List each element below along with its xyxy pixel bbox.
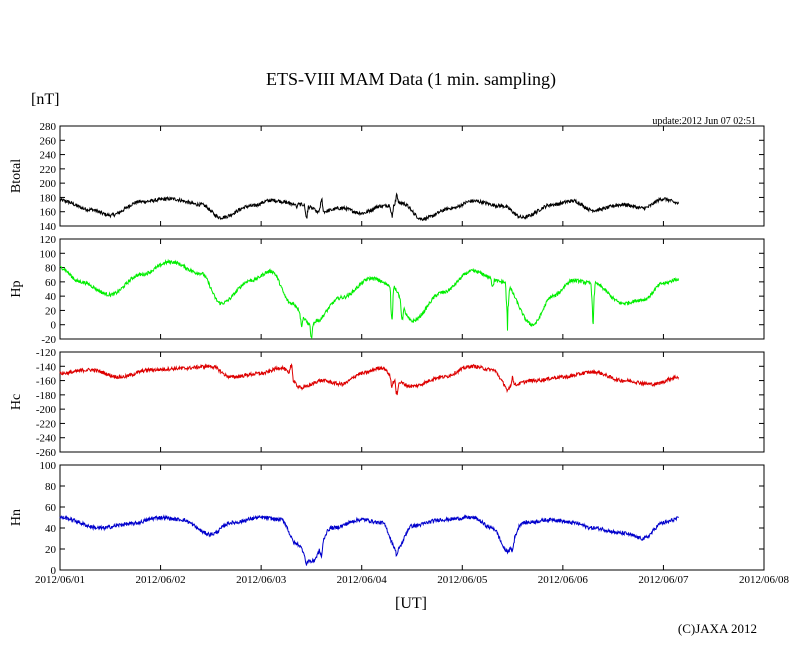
y-tick-label: -220 — [36, 418, 57, 430]
panel-frame-hp — [59, 238, 765, 340]
x-tick-label: 2012/06/03 — [236, 574, 287, 586]
series-line-btotal — [59, 192, 679, 222]
y-tick-label: 60 — [45, 277, 57, 289]
chart-title: ETS-VIII MAM Data (1 min. sampling) — [266, 69, 556, 90]
y-tick-label: 160 — [40, 207, 57, 219]
y-tick-label: 60 — [45, 502, 57, 514]
series-line-hn — [59, 514, 679, 566]
y-tick-label: 260 — [40, 135, 57, 147]
y-tick-label: -180 — [36, 390, 57, 402]
y-tick-label: -200 — [36, 404, 57, 416]
y-tick-label: 140 — [40, 221, 57, 233]
copyright-label: (C)JAXA 2012 — [678, 621, 757, 636]
y-tick-label: 180 — [40, 192, 57, 204]
panel-label-hn: Hn — [9, 509, 24, 526]
panel-frame-hc — [59, 351, 765, 453]
panel-label-hp: Hp — [9, 280, 24, 297]
panel-label-btotal: Btotal — [9, 159, 24, 193]
x-tick-label: 2012/06/07 — [638, 574, 689, 586]
series-line-hc — [59, 362, 679, 396]
y-tick-label: -260 — [36, 447, 57, 459]
x-tick-label: 2012/06/02 — [136, 574, 186, 586]
y-tick-label: 80 — [45, 263, 57, 275]
panel-frame-btotal — [59, 125, 765, 227]
y-tick-label: 80 — [45, 481, 57, 493]
y-tick-label: 200 — [40, 178, 57, 190]
panel-btotal: 140 160 180 200 220 240 260 280 Btotal — [9, 121, 765, 233]
x-tick-label: 2012/06/01 — [35, 574, 85, 586]
y-tick-label: 100 — [40, 460, 57, 472]
y-tick-label: 40 — [45, 523, 57, 535]
y-tick-label: 220 — [40, 164, 57, 176]
y-tick-label: 280 — [40, 121, 57, 133]
panel-hn: 0 20 40 60 80 100 Hn — [9, 460, 765, 577]
panel-label-hc: Hc — [9, 394, 24, 410]
y-tick-label: 240 — [40, 150, 57, 162]
unit-label: [nT] — [31, 91, 59, 108]
y-tick-label: -120 — [36, 347, 57, 359]
x-axis-label: [UT] — [395, 595, 427, 612]
x-tick-label: 2012/06/04 — [337, 574, 388, 586]
y-tick-label: -140 — [36, 361, 57, 373]
y-tick-label: 0 — [51, 320, 57, 332]
y-tick-label: 40 — [45, 291, 57, 303]
y-tick-label: -20 — [41, 334, 56, 346]
y-tick-label: -160 — [36, 376, 57, 388]
x-tick-label: 2012/06/08 — [739, 574, 790, 586]
panels-group: 140160180200220240260280Btotal-200204060… — [9, 121, 765, 577]
x-tick-label: 2012/06/05 — [437, 574, 488, 586]
y-tick-label: 20 — [45, 305, 57, 317]
panel-hp: -20 0 20 40 60 80 100 120 Hp — [9, 234, 765, 346]
series-line-hp — [59, 258, 679, 340]
x-tick-label: 2012/06/06 — [538, 574, 589, 586]
y-tick-label: 100 — [40, 248, 57, 260]
y-tick-label: -240 — [36, 433, 57, 445]
y-tick-label: 120 — [40, 234, 57, 246]
x-axis: 2012/06/01 2012/06/02 2012/06/03 2012/06/04… — [35, 574, 790, 586]
y-tick-label: 20 — [45, 544, 57, 556]
panel-hc: -260 -240 -220 -200 -180 -160 -140 -120 Hc — [9, 347, 765, 459]
y-tick-label: 0 — [51, 565, 57, 577]
update-label: update:2012 Jun 07 02:51 — [652, 116, 756, 127]
